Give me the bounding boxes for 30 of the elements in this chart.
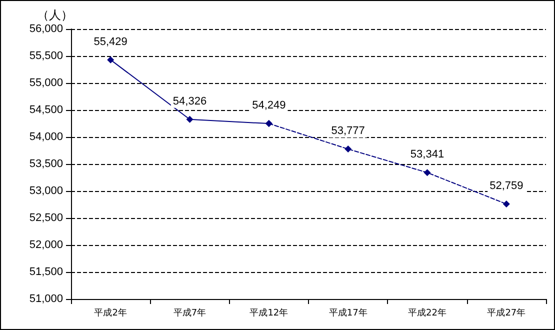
data-label: 55,429 — [94, 36, 128, 48]
y-tick-label: 51,000 — [29, 293, 63, 305]
x-tick-label: 平成22年 — [408, 308, 446, 318]
x-tick-label: 平成17年 — [328, 308, 368, 318]
point — [107, 56, 114, 64]
y-tick-label: 55,500 — [29, 50, 63, 62]
x-tick-label: 平成2年 — [94, 308, 127, 318]
point — [186, 116, 194, 123]
x-tick-label: 平成12年 — [250, 308, 288, 318]
point — [424, 169, 431, 176]
y-tick-label: 51,500 — [29, 266, 63, 278]
y-tick-label: 54,500 — [29, 104, 63, 116]
data-label: 54,249 — [252, 100, 286, 112]
data-label: 54,326 — [172, 95, 207, 108]
y-tick-label: 56,000 — [29, 23, 63, 35]
y-tick-label: 53,500 — [29, 158, 63, 170]
point — [502, 200, 510, 208]
y-tick-label: 55,000 — [29, 77, 63, 89]
y-tick-label: 52,500 — [29, 212, 63, 224]
point — [265, 120, 272, 128]
point — [344, 146, 352, 153]
y-tick-label: 53,000 — [29, 185, 63, 197]
y-axis-title: （人） — [37, 8, 73, 22]
x-tick-label: 平成27年 — [487, 308, 526, 318]
data-label: 53,777 — [331, 125, 365, 138]
y-tick-label: 54,000 — [29, 131, 63, 143]
data-label: 53,341 — [410, 148, 444, 161]
x-tick-label: 平成7年 — [173, 308, 206, 318]
y-tick-label: 52,000 — [29, 239, 63, 251]
data-label: 52,759 — [490, 180, 524, 192]
